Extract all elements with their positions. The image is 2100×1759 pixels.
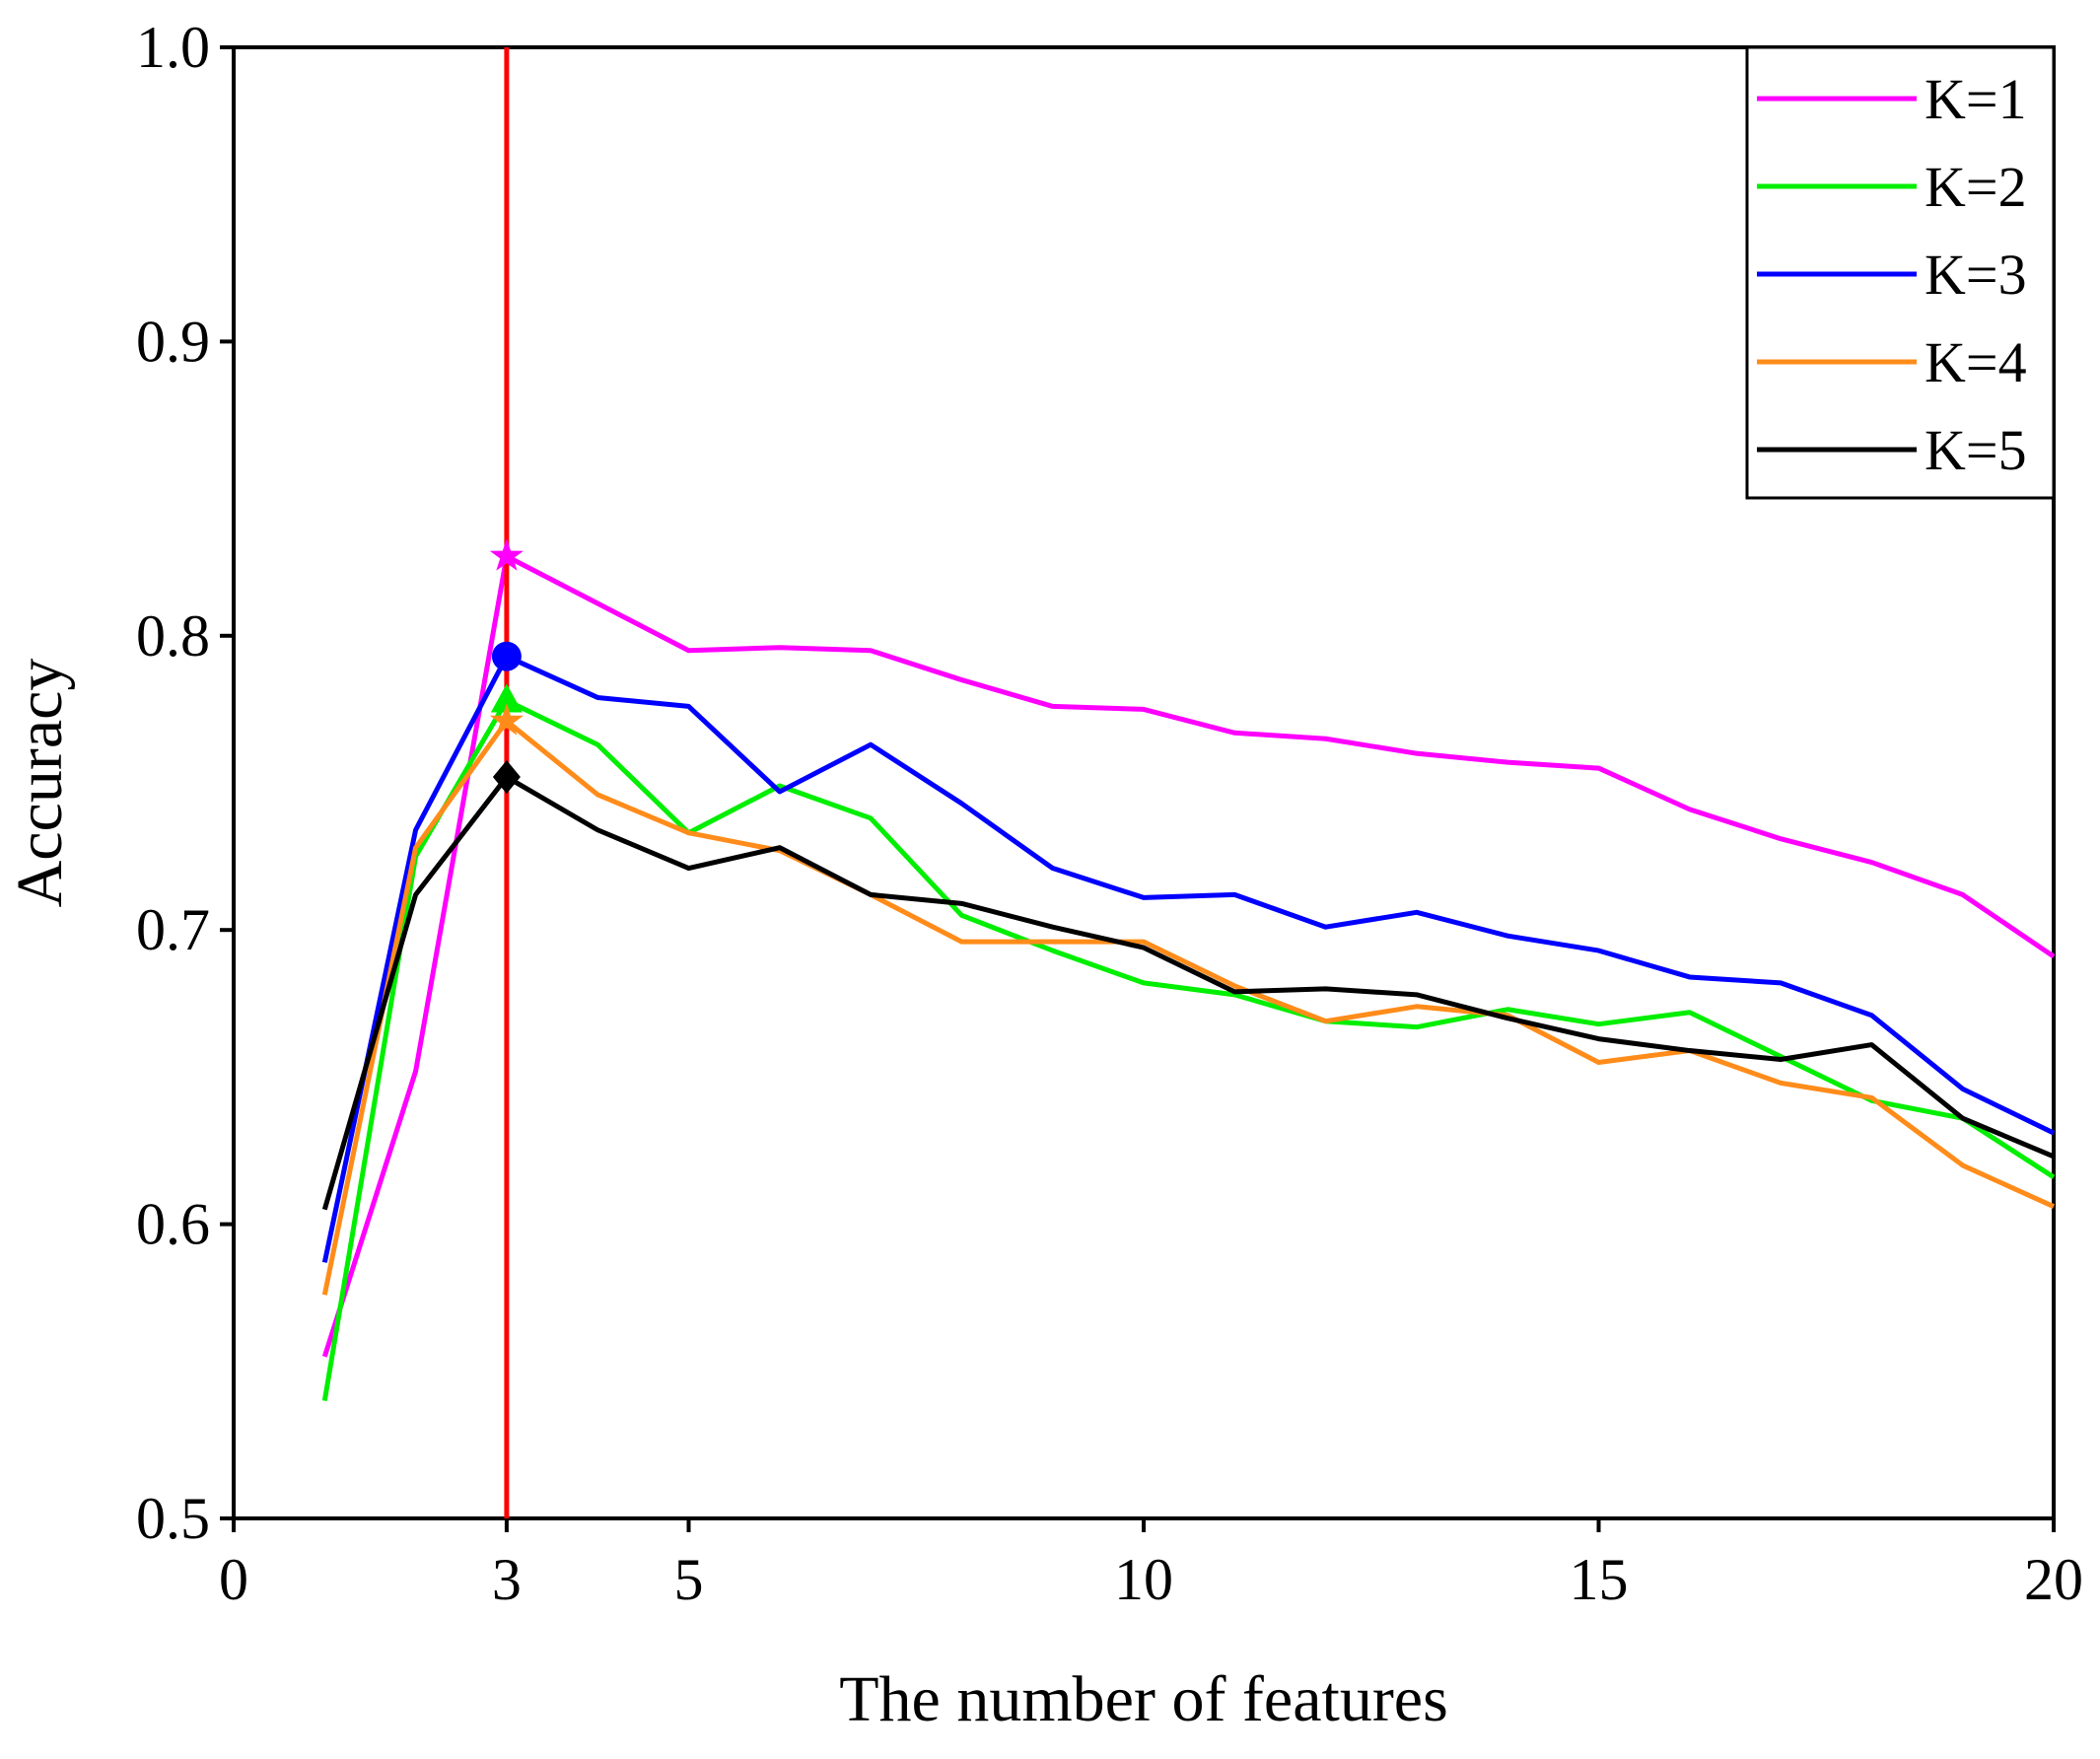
x-tick-label: 15 [1570, 1547, 1629, 1612]
y-tick-label: 0.7 [136, 897, 210, 962]
y-tick-label: 0.6 [136, 1192, 210, 1257]
series-line-1 [321, 553, 2056, 1358]
series-marker-4 [489, 703, 524, 736]
y-axis-title: Accuracy [4, 659, 76, 908]
markers-layer [489, 538, 524, 795]
axes-layer: 0.5 0.6 0.7 0.8 0.9 1.0 0 3 5 10 15 20 [136, 15, 2083, 1612]
x-tick-label: 10 [1114, 1547, 1173, 1612]
series-marker-1 [489, 538, 524, 571]
y-tick-label: 0.5 [136, 1486, 210, 1551]
x-tick-label: 5 [674, 1547, 704, 1612]
series-line-5 [321, 774, 2055, 1211]
y-tick-label: 0.8 [136, 603, 210, 668]
legend-label-2: K=2 [1925, 155, 2027, 219]
x-tick-label: 0 [219, 1547, 248, 1612]
series-marker-5 [492, 760, 521, 795]
legend-label-1: K=1 [1925, 67, 2027, 131]
series-line-4 [321, 718, 2056, 1296]
x-axis-title: The number of features [839, 1663, 1448, 1735]
legend-label-3: K=3 [1925, 243, 2027, 307]
y-tick-label: 0.9 [136, 309, 210, 374]
series-marker-3 [491, 641, 522, 671]
legend-label-5: K=5 [1925, 418, 2027, 482]
series-line-2 [321, 697, 2056, 1402]
x-tick-label: 20 [2024, 1547, 2083, 1612]
series-line-3 [321, 654, 2056, 1263]
series-marker-2 [490, 683, 523, 713]
legend-label-4: K=4 [1925, 330, 2027, 394]
legend: K=1 K=2 K=3 K=4 K=5 [1745, 45, 2056, 500]
y-tick-label: 1.0 [136, 15, 210, 80]
x-tick-label: 3 [492, 1547, 522, 1612]
